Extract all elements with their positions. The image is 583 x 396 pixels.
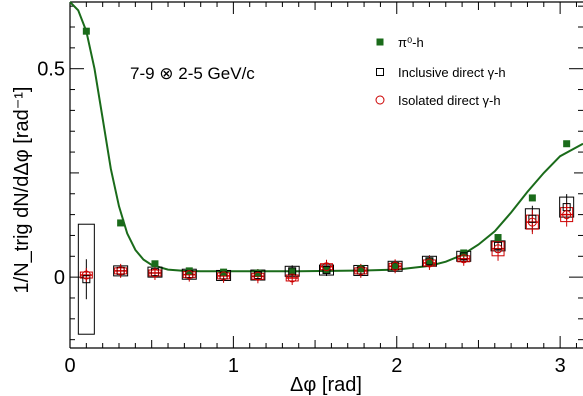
isolated-marker bbox=[253, 271, 263, 281]
pi0-marker bbox=[528, 194, 536, 202]
pi0-marker bbox=[391, 261, 399, 269]
pi0-marker bbox=[151, 260, 159, 268]
legend-marker-isolated bbox=[375, 95, 385, 105]
pi0-marker bbox=[425, 257, 433, 265]
data-markers bbox=[81, 27, 572, 284]
isolated-marker bbox=[81, 270, 91, 280]
y-axis-label: 1/N_trig dN/dΔφ [rad⁻¹] bbox=[11, 87, 33, 294]
isolated-marker bbox=[287, 273, 297, 283]
energy-range-annotation: 7-9 ⊗ 2-5 GeV/c bbox=[130, 64, 255, 83]
pi0-marker bbox=[357, 265, 365, 273]
isolated-marker bbox=[356, 266, 366, 276]
isolated-marker bbox=[184, 270, 194, 280]
inclusive-marker bbox=[82, 275, 91, 284]
pi0-marker bbox=[254, 269, 262, 277]
isolated-marker bbox=[562, 210, 572, 220]
isolated-marker bbox=[390, 261, 400, 271]
y-tick-label: 0 bbox=[54, 267, 65, 289]
inclusive-syst-box bbox=[77, 223, 95, 335]
pi0-marker bbox=[82, 27, 90, 35]
isolated-marker bbox=[424, 258, 434, 268]
isolated-marker bbox=[322, 262, 331, 272]
legend-label: Inclusive direct γ-h bbox=[398, 65, 506, 80]
pi0-marker bbox=[323, 266, 330, 274]
legend-marker-inclusive bbox=[376, 68, 384, 76]
pi0-marker bbox=[494, 234, 502, 242]
fit-curve bbox=[69, 1, 583, 273]
labels: 0 1 2 3 0 0.5 Δφ [rad] 1/N_trig dN/dΔφ [rad⁻¹] 7… bbox=[11, 59, 566, 396]
x-tick-label: 0 bbox=[64, 355, 75, 377]
pi0-marker bbox=[117, 219, 125, 227]
isolated-marker bbox=[150, 268, 160, 278]
pi0-marker bbox=[288, 267, 296, 275]
x-tick-label: 2 bbox=[391, 355, 402, 377]
plot-frame bbox=[69, 1, 583, 349]
isolated-marker bbox=[459, 254, 469, 264]
legend-marker-pi0 bbox=[376, 38, 384, 46]
legend-label: π⁰-h bbox=[398, 35, 424, 50]
isolated-marker bbox=[493, 244, 503, 254]
isolated-marker bbox=[219, 271, 229, 281]
isolated-marker bbox=[116, 266, 126, 276]
legend: π⁰-h Inclusive direct γ-h Isolated direct … bbox=[375, 35, 506, 108]
isolated-marker bbox=[527, 217, 537, 227]
inclusive-marker bbox=[288, 267, 297, 276]
pi0-marker bbox=[563, 140, 571, 148]
fit-curve-group bbox=[69, 1, 583, 273]
inclusive-marker bbox=[494, 241, 503, 250]
inclusive-marker bbox=[528, 214, 537, 223]
x-tick-label: 3 bbox=[555, 355, 566, 377]
x-axis-label: Δφ [rad] bbox=[290, 374, 362, 396]
legend-label: Isolated direct γ-h bbox=[398, 93, 501, 108]
x-tick-label: 1 bbox=[228, 355, 239, 377]
y-tick-label: 0.5 bbox=[37, 59, 65, 81]
inclusive-marker bbox=[322, 266, 331, 275]
axis-ticks bbox=[69, 2, 583, 348]
